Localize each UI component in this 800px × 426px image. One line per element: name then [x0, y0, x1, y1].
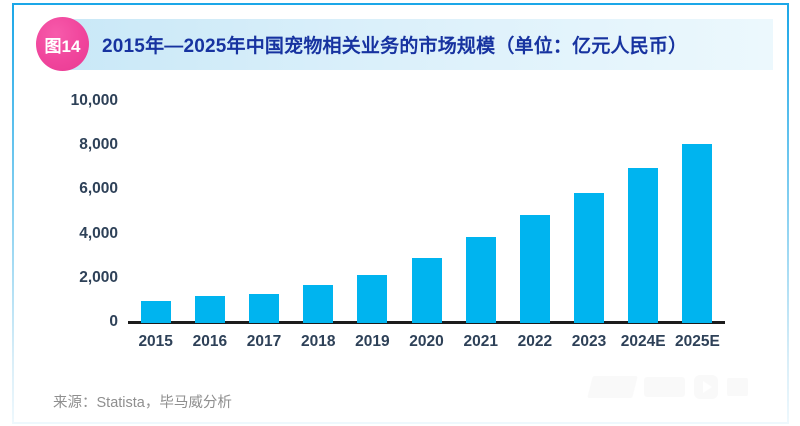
- figure-number-label: 图14: [44, 36, 81, 56]
- bar-2024E: [628, 168, 659, 323]
- x-axis-label: 2015: [138, 333, 173, 350]
- source-note: 来源：Statista，毕马威分析: [53, 395, 232, 411]
- x-axis-label: 2023: [571, 333, 607, 350]
- bar-2016: [194, 296, 225, 323]
- bar-2019: [357, 275, 388, 323]
- figure-title: 2015年—2025年中国宠物相关业务的市场规模（单位：亿元人民币）: [102, 36, 688, 57]
- watermark-logo-text: [587, 376, 638, 398]
- bar-2017: [249, 293, 280, 323]
- bar-2025E: [682, 143, 713, 323]
- y-tick-label: 10,000: [70, 92, 118, 109]
- watermark: [587, 372, 748, 402]
- y-tick-label: 4,000: [79, 224, 118, 242]
- bar-2022: [519, 215, 550, 323]
- bar-2018: [303, 284, 334, 323]
- x-axis-label: 2019: [355, 333, 390, 350]
- y-tick-label: 2,000: [79, 268, 118, 286]
- y-tick-label: 8,000: [79, 136, 118, 154]
- watermark-play-icon: [694, 375, 718, 399]
- x-axis-label: 2025E: [674, 333, 720, 350]
- figure-number-badge: 图14: [36, 17, 89, 71]
- bar-2020: [411, 258, 442, 323]
- y-tick-label: 0: [109, 313, 118, 330]
- x-axis-label: 2016: [192, 333, 228, 350]
- watermark-logo-tail: [726, 378, 748, 396]
- bar-2023: [574, 192, 605, 323]
- title-banner: 2015年—2025年中国宠物相关业务的市场规模（单位：亿元人民币）: [62, 19, 773, 70]
- y-tick-label: 6,000: [79, 180, 118, 198]
- x-axis-label: 2018: [300, 333, 336, 350]
- x-axis-label: 2020: [409, 333, 444, 350]
- x-axis-label: 2021: [463, 333, 498, 350]
- watermark-logo-block: [643, 377, 686, 397]
- x-axis-label: 2022: [517, 333, 553, 350]
- bar-2021: [465, 237, 496, 323]
- x-axis-label: 2017: [246, 333, 282, 350]
- x-axis-label: 2024E: [620, 333, 666, 350]
- bar-2015: [140, 301, 171, 323]
